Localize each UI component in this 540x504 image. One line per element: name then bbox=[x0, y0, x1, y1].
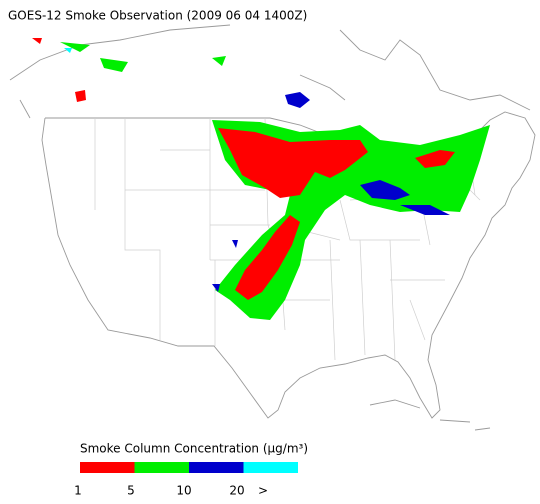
legend-swatch bbox=[243, 462, 298, 473]
smoke-plume bbox=[400, 205, 450, 215]
legend: 1 5 10 20 > bbox=[74, 462, 298, 498]
smoke-plume bbox=[415, 150, 455, 168]
legend-swatch bbox=[134, 462, 189, 473]
caribbean bbox=[369, 399, 491, 431]
smoke-plume bbox=[64, 48, 72, 53]
smoke-plume bbox=[360, 180, 410, 200]
smoke-plume bbox=[235, 215, 300, 300]
legend-tick-label: 20 bbox=[229, 484, 244, 498]
legend-title: Smoke Column Concentration (μg/m³) bbox=[80, 442, 308, 456]
legend-swatch bbox=[189, 462, 244, 473]
legend-tick-label: > bbox=[258, 484, 268, 498]
smoke-plume bbox=[60, 42, 90, 52]
smoke-plume bbox=[100, 58, 128, 72]
smoke-plume bbox=[285, 92, 310, 108]
smoke-plume bbox=[212, 56, 226, 66]
legend-tick-label: 5 bbox=[127, 484, 135, 498]
smoke-plume bbox=[75, 90, 86, 102]
legend-swatch bbox=[80, 462, 135, 473]
smoke-plume bbox=[32, 38, 42, 44]
legend-tick-label: 10 bbox=[176, 484, 191, 498]
smoke-plumes bbox=[32, 38, 490, 320]
smoke-plume bbox=[212, 284, 220, 292]
canada-coast bbox=[9, 24, 531, 119]
legend-tick-label: 1 bbox=[74, 484, 82, 498]
map-title: GOES-12 Smoke Observation (2009 06 04 14… bbox=[8, 9, 307, 23]
smoke-plume bbox=[232, 240, 238, 248]
smoke-plume bbox=[218, 128, 368, 198]
